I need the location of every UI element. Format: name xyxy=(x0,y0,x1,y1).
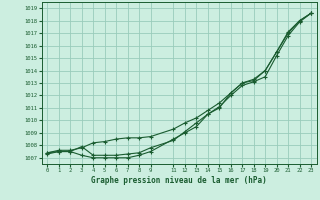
X-axis label: Graphe pression niveau de la mer (hPa): Graphe pression niveau de la mer (hPa) xyxy=(91,176,267,185)
